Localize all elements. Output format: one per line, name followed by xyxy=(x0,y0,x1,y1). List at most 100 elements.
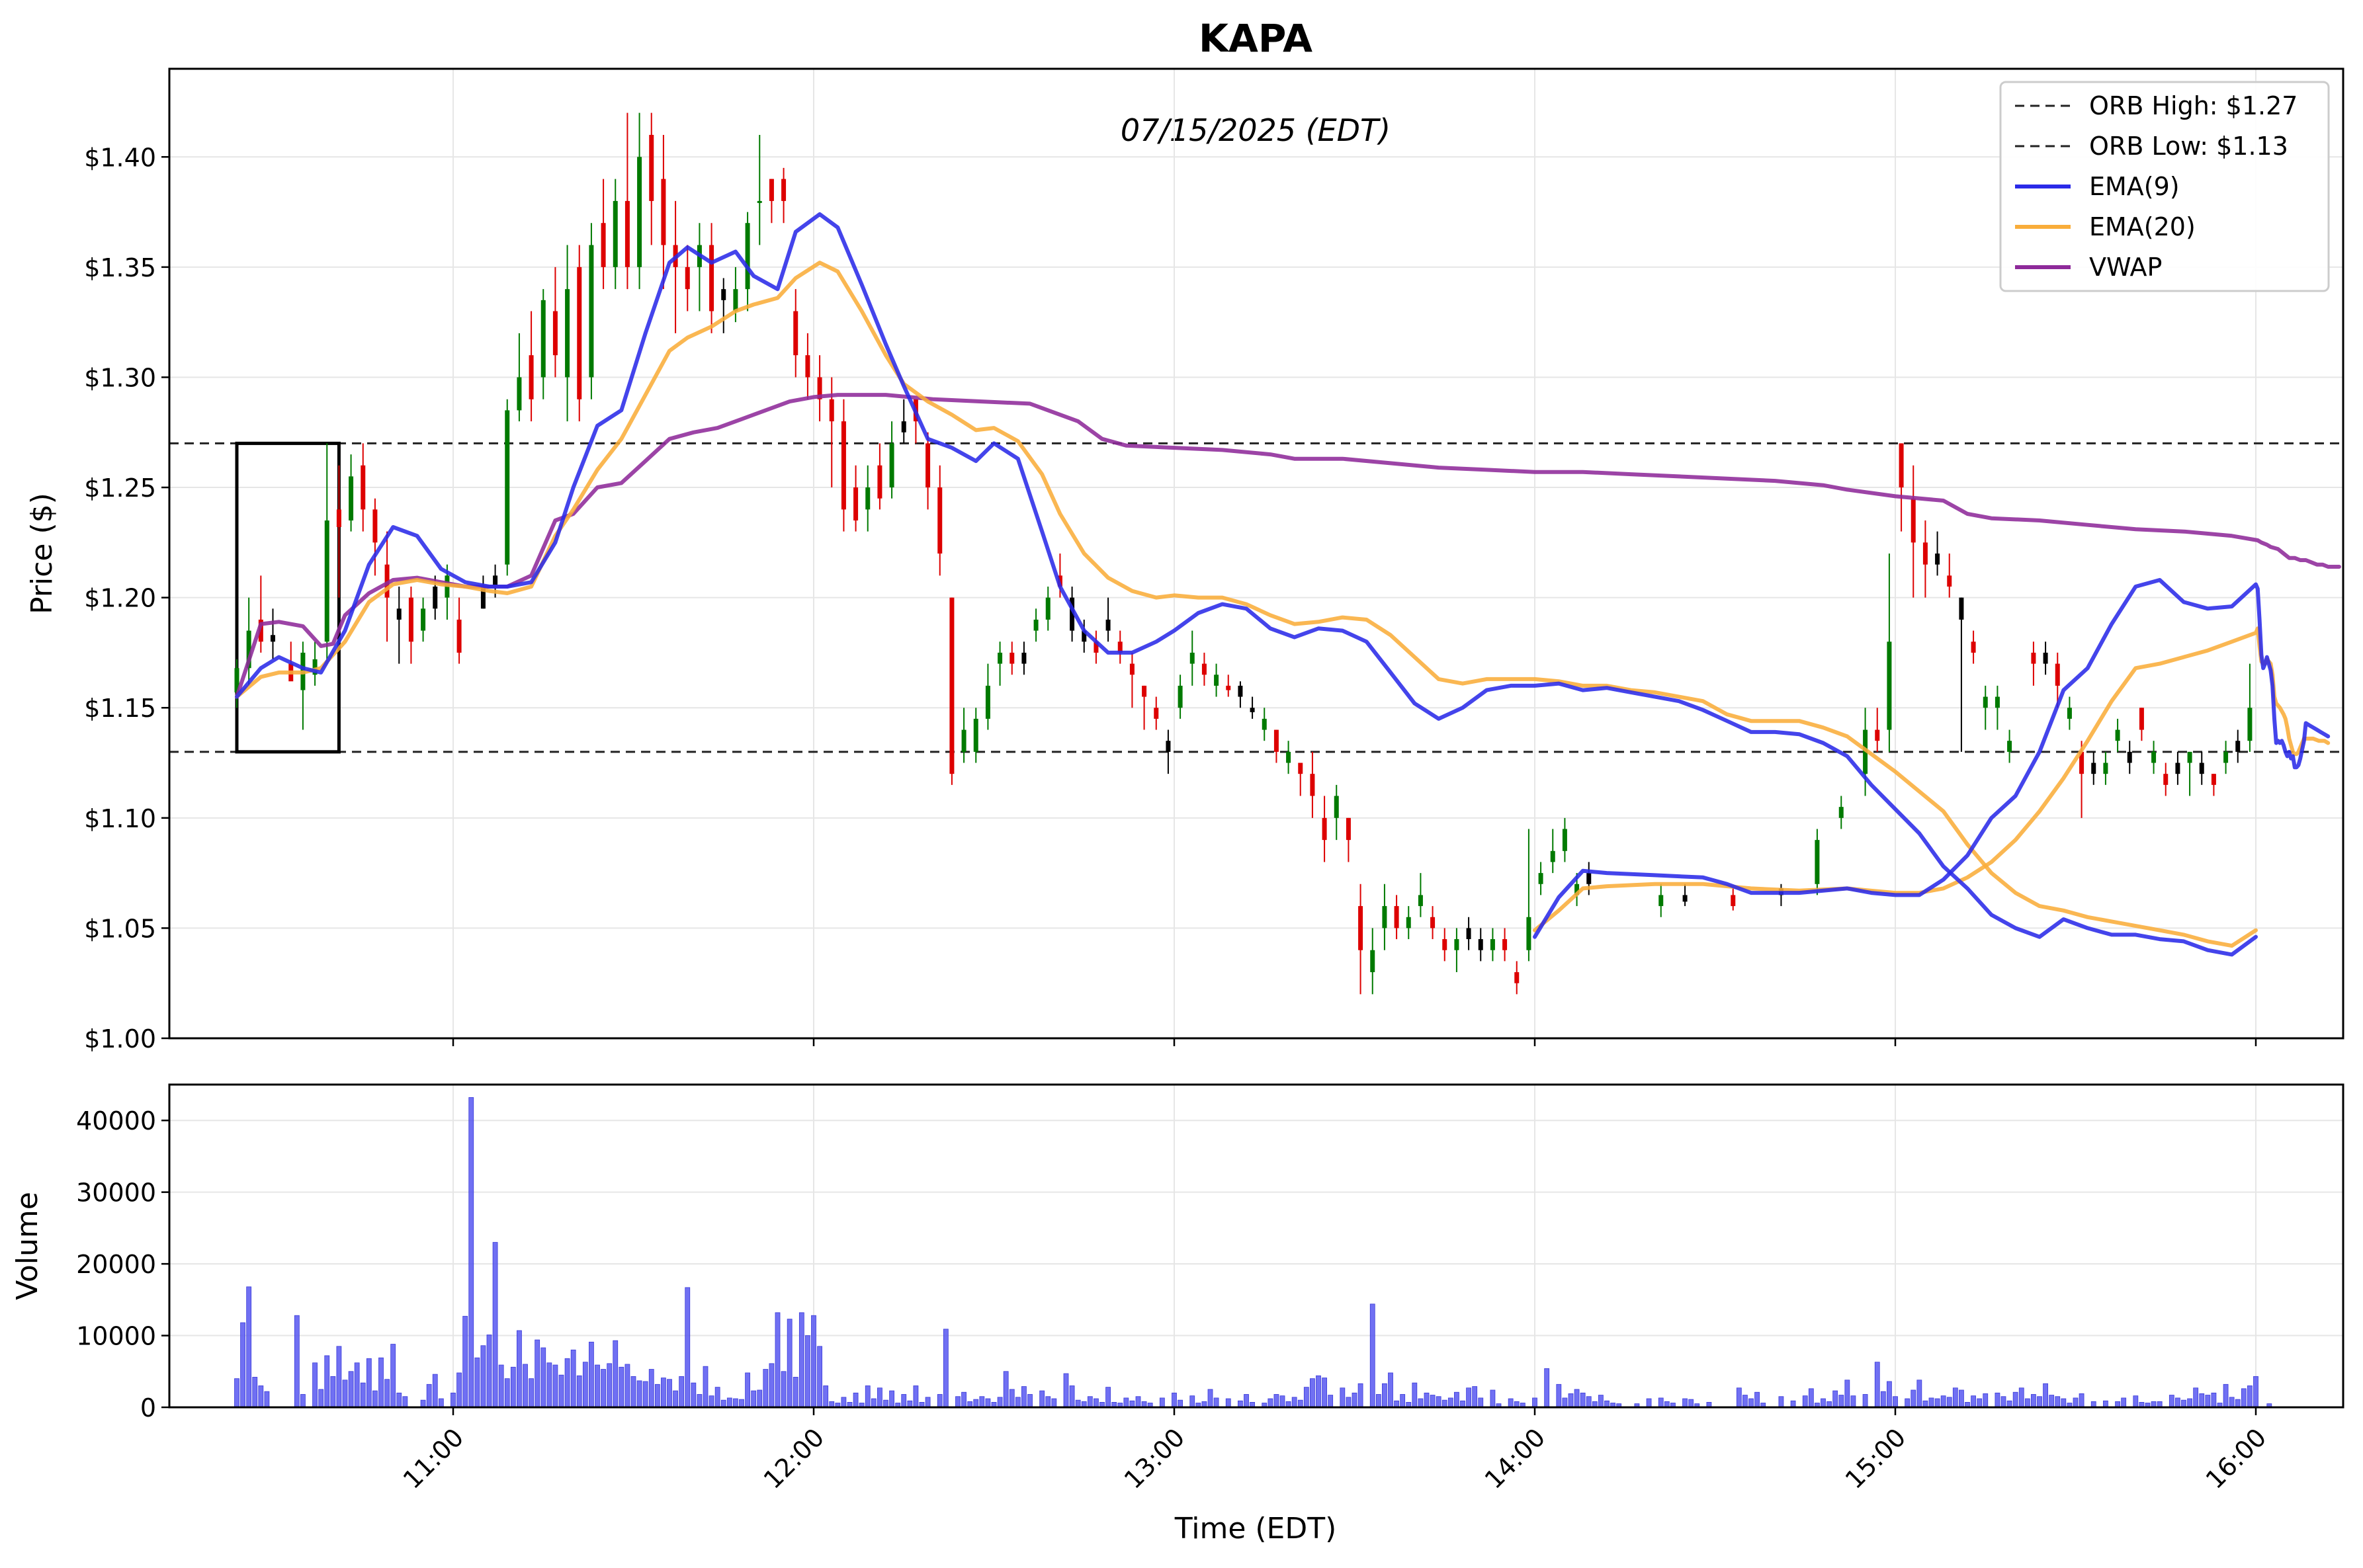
volume-bar xyxy=(517,1330,522,1408)
volume-bar xyxy=(1369,1303,1375,1408)
volume-bar xyxy=(961,1391,967,1408)
x-axis-label: Time (EDT) xyxy=(1174,1512,1337,1546)
volume-bar xyxy=(1021,1386,1027,1408)
volume-bar xyxy=(955,1396,961,1408)
line-ema-20 xyxy=(235,261,2258,948)
volume-bar xyxy=(889,1390,894,1408)
candle-body xyxy=(336,509,341,528)
candle-body xyxy=(1586,873,1592,884)
volume-bar xyxy=(2055,1396,2061,1408)
volume-bar xyxy=(841,1397,847,1408)
volume-bar xyxy=(709,1395,714,1408)
candle-body xyxy=(649,134,654,201)
candle-body xyxy=(2127,751,2132,763)
volume-bar xyxy=(787,1319,793,1408)
volume-y-label: Volume xyxy=(11,1192,44,1300)
candle-body xyxy=(1033,619,1039,631)
candle-body xyxy=(961,729,967,752)
volume-bar xyxy=(354,1362,360,1408)
candle-body xyxy=(456,619,462,653)
volume-bar xyxy=(1682,1398,1688,1408)
volume-bar xyxy=(745,1372,750,1408)
candle-body xyxy=(565,289,570,378)
price-y-tick-label: $1.05 xyxy=(84,914,156,943)
volume-bar xyxy=(720,1399,726,1408)
candle-body xyxy=(829,399,834,422)
volume-bar xyxy=(691,1382,697,1408)
candle-body xyxy=(1947,575,1952,587)
volume-bar xyxy=(582,1362,588,1408)
candle-body xyxy=(1189,652,1195,664)
volume-bar xyxy=(2175,1397,2180,1408)
candle-body xyxy=(1394,906,1399,928)
candle-body xyxy=(1166,741,1171,752)
candle-body xyxy=(1201,663,1207,675)
volume-bar xyxy=(667,1379,672,1408)
volume-bar xyxy=(1598,1395,1604,1408)
volume-bar xyxy=(883,1399,888,1408)
volume-bar xyxy=(1328,1395,1334,1408)
chart-date-annotation: 07/15/2025 (EDT) xyxy=(1121,112,1391,148)
volume-bar xyxy=(1418,1398,1424,1408)
volume-bar xyxy=(2253,1376,2258,1408)
candle-body xyxy=(1983,696,1988,708)
volume-bar xyxy=(246,1286,252,1408)
volume-bar xyxy=(811,1315,816,1408)
volume-y-tick-label: 20000 xyxy=(76,1250,156,1279)
candle-body xyxy=(1995,696,2000,708)
candle-body xyxy=(877,465,882,499)
volume-bar xyxy=(300,1394,306,1408)
candle-body xyxy=(841,421,846,510)
volume-bar xyxy=(258,1385,264,1408)
volume-bar xyxy=(1971,1395,1976,1408)
volume-bar xyxy=(486,1335,492,1408)
candle-body xyxy=(925,443,931,488)
candle-body xyxy=(1370,950,1375,973)
volume-bar xyxy=(480,1345,486,1408)
candle-body xyxy=(2055,663,2060,686)
candle-body xyxy=(493,575,498,587)
volume-bar xyxy=(546,1362,552,1408)
volume-bar xyxy=(1382,1383,1387,1408)
candle-body xyxy=(1478,939,1483,950)
volume-bar xyxy=(1508,1398,1514,1408)
legend: ORB High: $1.27 ORB Low: $1.13 EMA(9) EMA(2… xyxy=(1999,81,2330,292)
volume-bar xyxy=(1316,1375,1321,1408)
volume-bar xyxy=(1850,1395,1856,1408)
volume-bar xyxy=(1267,1398,1273,1408)
candle-body xyxy=(937,487,943,554)
volume-bar xyxy=(312,1362,318,1408)
price-y-tick-label: $1.20 xyxy=(84,584,156,613)
candle-body xyxy=(2175,763,2180,774)
volume-bar xyxy=(1178,1399,1183,1408)
candle-body xyxy=(1466,928,1471,940)
candle-body xyxy=(1214,675,1219,686)
candle-body xyxy=(1538,873,1543,884)
volume-bar xyxy=(1778,1396,1784,1408)
volume-bar xyxy=(817,1346,822,1408)
volume-bar xyxy=(1412,1382,1418,1408)
volume-bar xyxy=(1447,1397,1453,1408)
candle-body xyxy=(745,223,750,290)
volume-bar xyxy=(1977,1398,1983,1408)
volume-bar xyxy=(726,1397,732,1408)
candle-body xyxy=(1514,972,1520,983)
candle-body xyxy=(2151,751,2157,763)
volume-bar xyxy=(781,1371,787,1408)
price-y-tick-label: $1.35 xyxy=(84,253,156,282)
price-y-tick-label: $1.10 xyxy=(84,804,156,833)
volume-bar xyxy=(2235,1399,2241,1408)
candle-body xyxy=(529,355,534,399)
volume-bar xyxy=(1291,1397,1297,1408)
volume-bar xyxy=(438,1398,444,1408)
volume-bar xyxy=(240,1322,245,1408)
volume-bar xyxy=(342,1380,348,1408)
legend-items: ORB High: $1.27 ORB Low: $1.13 EMA(9) EMA(2… xyxy=(2015,91,2298,282)
volume-bar xyxy=(2229,1397,2235,1408)
volume-bar xyxy=(564,1358,570,1408)
candle-body xyxy=(2007,741,2012,752)
candle-body xyxy=(1731,895,1736,907)
candle-body xyxy=(1117,641,1123,653)
volume-bar xyxy=(1887,1381,1892,1408)
